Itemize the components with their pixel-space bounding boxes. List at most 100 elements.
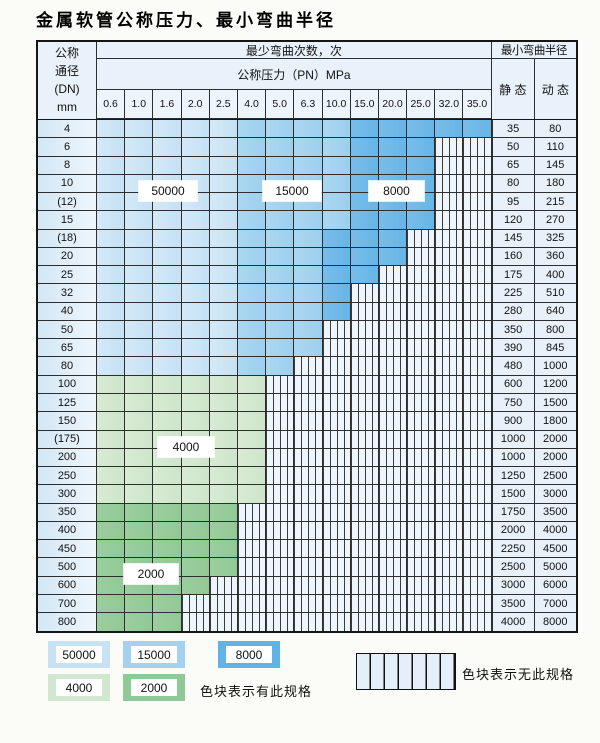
grid-cell — [350, 393, 379, 413]
dynamic-value: 640 — [534, 302, 576, 321]
grid-cell — [181, 156, 210, 175]
grid-cell — [181, 485, 210, 504]
grid-cell — [237, 138, 267, 157]
grid-cell — [407, 576, 436, 595]
table-row: 350 1750 3500 — [38, 503, 576, 522]
pressure-value-cell: 35.0 — [463, 90, 492, 119]
grid-cell — [322, 193, 351, 212]
grid-cell — [294, 339, 323, 358]
grid-cell — [463, 138, 492, 157]
grid-cell — [153, 375, 182, 394]
overlay-label: 4000 — [158, 437, 214, 457]
table-row: 15 120 270 — [38, 211, 576, 230]
grid-cell — [350, 320, 379, 340]
grid-cell — [407, 594, 436, 614]
grid-cell — [435, 174, 464, 194]
grid-cell — [125, 448, 154, 468]
grid-cell — [97, 320, 126, 340]
grid-cell — [181, 467, 210, 486]
grid-cell — [266, 503, 295, 522]
grid-cell — [378, 320, 408, 340]
grid-cell — [237, 576, 267, 595]
grid-cell — [407, 357, 436, 376]
grid-cell — [463, 357, 492, 376]
grid-cell — [463, 448, 492, 468]
static-value: 600 — [491, 375, 535, 394]
grid-cell — [350, 485, 379, 504]
grid-cell — [322, 120, 351, 139]
grid-cell — [237, 284, 267, 303]
grid-cell — [463, 339, 492, 358]
grid-cell — [350, 339, 379, 358]
grid-cell — [97, 521, 126, 541]
grid-cell — [97, 485, 126, 504]
grid-cell — [378, 613, 408, 632]
grid-cell — [350, 156, 379, 175]
static-value: 900 — [491, 412, 535, 431]
overlay-label: 8000 — [369, 181, 424, 201]
grid-cell — [237, 357, 267, 376]
dynamic-value: 4000 — [534, 521, 576, 541]
grid-cell — [125, 430, 154, 449]
grid-cell — [378, 558, 408, 577]
grid-cell — [125, 339, 154, 358]
grid-cell — [294, 247, 323, 267]
grid-cell — [322, 138, 351, 157]
grid-cell — [237, 193, 267, 212]
grid-cell — [322, 412, 351, 431]
grid-cell — [350, 138, 379, 157]
row-label: (18) — [38, 229, 97, 248]
grid-cell — [322, 448, 351, 468]
grid-cell — [266, 448, 295, 468]
grid-cell — [322, 229, 351, 248]
grid-cell — [153, 266, 182, 285]
grid-cell — [266, 339, 295, 358]
grid-cell — [153, 521, 182, 541]
row-label: (12) — [38, 193, 97, 212]
grid-cell — [322, 613, 351, 632]
grid-cell — [294, 558, 323, 577]
overlay-label: 2000 — [124, 564, 178, 584]
grid-cell — [125, 393, 154, 413]
grid-cell — [97, 540, 126, 559]
pressure-value-cell: 15.0 — [350, 90, 379, 119]
grid-cell — [407, 156, 436, 175]
grid-cell — [294, 412, 323, 431]
grid-cell — [237, 467, 267, 486]
spec-table: 公称 通径 (DN) mm 最少弯曲次数，次 公称压力（PN）MPa 0.6 1.0 1.… — [36, 40, 578, 634]
dynamic-value: 4500 — [534, 540, 576, 559]
table-row: 4 35 80 — [38, 120, 576, 139]
grid-cell — [463, 174, 492, 194]
grid-cell — [294, 229, 323, 248]
grid-cell — [407, 211, 436, 230]
table-row: 80 480 1000 — [38, 357, 576, 376]
grid-cell — [407, 430, 436, 449]
grid-cell — [266, 320, 295, 340]
grid-cell — [266, 247, 295, 267]
grid-cell — [97, 467, 126, 486]
static-value: 2500 — [491, 558, 535, 577]
grid-cell — [97, 247, 126, 267]
pressure-value-cell: 1.0 — [125, 90, 154, 119]
grid-cell — [125, 302, 154, 321]
pressure-value-cell: 32.0 — [435, 90, 464, 119]
grid-cell — [350, 576, 379, 595]
grid-cell — [181, 302, 210, 321]
dynamic-value: 510 — [534, 284, 576, 303]
dynamic-value: 6000 — [534, 576, 576, 595]
grid-cell — [407, 467, 436, 486]
grid-cell — [209, 156, 238, 175]
row-label: (175) — [38, 430, 97, 449]
grid-cell — [407, 120, 436, 139]
grid-cell — [435, 521, 464, 541]
grid-cell — [237, 558, 267, 577]
legend-swatch-label: 8000 — [226, 646, 272, 663]
grid-cell — [435, 594, 464, 614]
grid-cell — [378, 339, 408, 358]
row-label: 500 — [38, 558, 97, 577]
static-value: 65 — [491, 156, 535, 175]
grid-cell — [209, 284, 238, 303]
grid-cell — [407, 558, 436, 577]
grid-cell — [294, 357, 323, 376]
static-value: 3500 — [491, 594, 535, 614]
